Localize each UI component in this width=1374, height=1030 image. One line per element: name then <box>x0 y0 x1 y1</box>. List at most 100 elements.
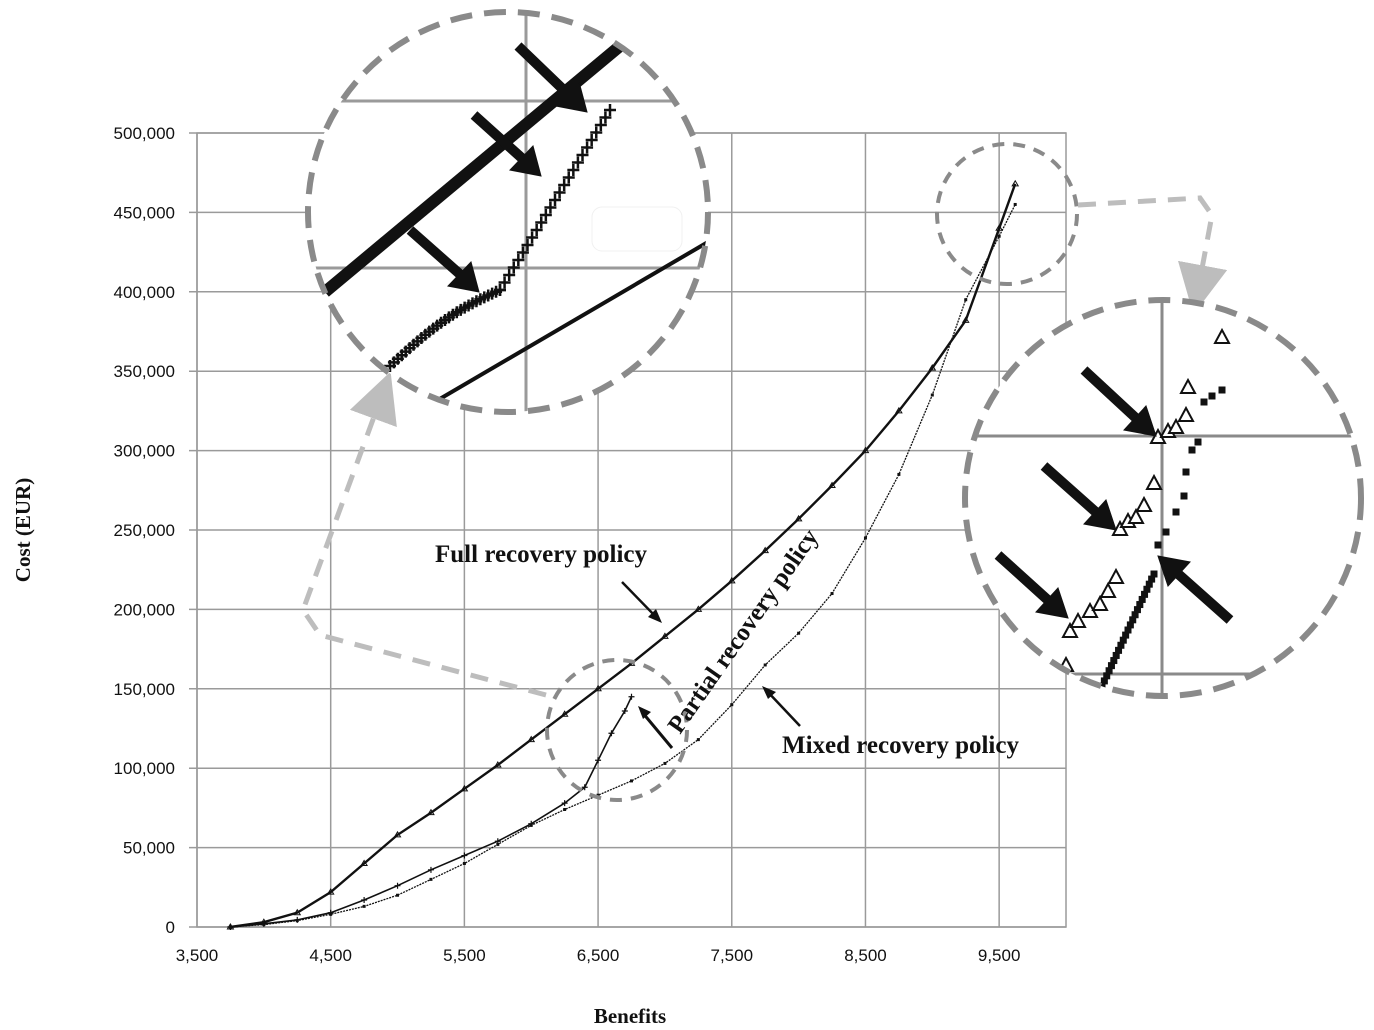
point <box>427 808 435 816</box>
y-tick-label: 300,000 <box>114 442 175 461</box>
point <box>995 224 1004 231</box>
point <box>595 757 602 764</box>
zoom-plus-marker <box>571 156 584 169</box>
point <box>630 779 633 783</box>
zoom-plus-marker <box>553 186 566 199</box>
point <box>293 908 302 916</box>
zoom-triangle-marker <box>1099 581 1117 598</box>
point <box>393 830 402 838</box>
point <box>561 800 568 807</box>
zoom-triangle-marker <box>1145 473 1163 490</box>
zoom-triangle-marker <box>1177 405 1195 422</box>
arrow-full-recovery-head <box>648 609 662 623</box>
point <box>560 710 569 717</box>
y-tick-label: 250,000 <box>114 521 175 540</box>
point <box>529 823 533 827</box>
zoom-square-marker <box>1117 641 1125 649</box>
zoom-square-marker <box>1105 667 1113 675</box>
point <box>797 631 801 635</box>
point <box>461 852 468 859</box>
zoom-square-marker <box>1150 570 1158 578</box>
zoom-triangle-marker <box>1069 611 1087 628</box>
zoom-plus-marker <box>576 149 589 161</box>
point <box>362 904 366 908</box>
zoom-square-marker <box>1208 392 1216 400</box>
zoom-plus-marker <box>590 126 603 139</box>
point <box>964 298 968 302</box>
point <box>360 859 368 866</box>
y-tick-label: 200,000 <box>114 600 175 619</box>
y-tick-label: 100,000 <box>114 759 175 778</box>
connector-to-zoom-a <box>300 371 547 698</box>
x-tick-label: 9,500 <box>978 946 1021 965</box>
point <box>394 882 401 889</box>
zoom-plus-marker <box>594 119 607 131</box>
point <box>427 866 434 873</box>
point <box>228 925 232 929</box>
point <box>861 446 870 454</box>
point <box>596 793 600 797</box>
zoom-square-marker <box>1148 575 1156 583</box>
zoom-plus-marker <box>604 104 616 116</box>
point <box>329 912 333 916</box>
zoom-b-arrows <box>994 366 1234 624</box>
y-tick-label: 450,000 <box>114 203 175 222</box>
arrow-mixed-recovery <box>765 689 801 727</box>
point <box>1013 202 1017 206</box>
zoom-square-marker <box>1119 636 1127 644</box>
point <box>628 693 635 700</box>
x-axis-ticks: 3,500 4,500 5,500 6,500 7,500 8,500 9,500 <box>176 946 1021 965</box>
point <box>897 472 901 476</box>
y-axis-title: Cost (EUR) <box>11 478 35 582</box>
zoom-end-triangles <box>1057 327 1231 672</box>
y-axis-ticks: 0 50,000 100,000 150,000 200,000 250,000 300,0… <box>114 124 175 937</box>
zoom-square-marker <box>1098 682 1106 690</box>
zoom-inset-partial <box>305 9 711 415</box>
point <box>763 663 767 667</box>
label-mixed-recovery: Mixed recovery policy <box>782 732 1019 759</box>
connector-to-zoom-b <box>1077 195 1228 315</box>
point <box>694 605 703 612</box>
point <box>594 684 602 692</box>
series-square <box>228 202 1017 929</box>
point <box>326 888 335 895</box>
zoom-square-marker <box>1124 626 1132 634</box>
series-line <box>230 696 633 928</box>
zoom-square-marker <box>1126 621 1134 629</box>
point <box>361 897 368 904</box>
zoom-plus-marker <box>549 194 561 206</box>
zoom-square-marker <box>1143 585 1151 593</box>
point <box>563 807 567 811</box>
zoom-square-marker <box>1145 580 1153 588</box>
zoom-inset-end <box>962 297 1364 699</box>
point <box>895 406 903 414</box>
zoom-square-marker <box>1154 541 1162 549</box>
arrow-partial-recovery-head <box>638 706 651 719</box>
label-partial-recovery: Partial recovery policy <box>663 524 824 739</box>
x-tick-label: 5,500 <box>443 946 486 965</box>
zoom-square-marker <box>1107 662 1115 670</box>
zoom-plus-marker <box>521 239 534 251</box>
zoom-square-marker <box>1133 606 1141 614</box>
arrow-mixed-recovery-head <box>762 686 776 699</box>
zoom-square-marker <box>1182 468 1190 476</box>
point <box>396 893 400 897</box>
y-tick-label: 0 <box>166 918 175 937</box>
zoom-triangle-marker <box>1167 417 1185 434</box>
zoom-plus-marker <box>567 164 580 176</box>
y-tick-label: 350,000 <box>114 362 175 381</box>
y-tick-label: 500,000 <box>114 124 175 143</box>
zoom-plus-marker <box>585 134 598 146</box>
arrow-partial-recovery <box>640 711 674 749</box>
point <box>661 632 669 639</box>
point <box>928 364 937 371</box>
y-tick-label: 400,000 <box>114 283 175 302</box>
point <box>828 481 836 489</box>
zoom-square-marker <box>1172 508 1180 516</box>
point <box>262 923 266 927</box>
point <box>794 514 803 522</box>
zoom-region-partial <box>545 658 689 802</box>
point <box>462 861 466 865</box>
zoom-triangle-marker <box>1135 495 1153 512</box>
point <box>830 592 834 596</box>
